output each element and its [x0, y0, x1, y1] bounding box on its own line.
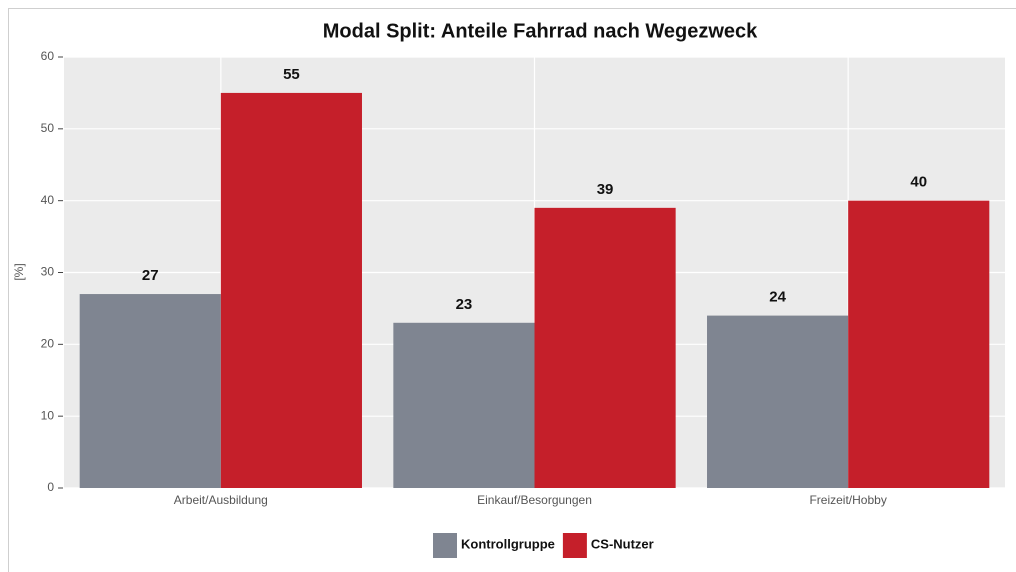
- value-label: 39: [597, 181, 614, 198]
- y-tick-label: 60: [41, 49, 55, 63]
- value-label: 27: [142, 267, 159, 284]
- legend-swatch: [433, 533, 457, 558]
- bar: [79, 294, 221, 488]
- legend-label: CS-Nutzer: [591, 536, 654, 551]
- legend-label: Kontrollgruppe: [461, 536, 555, 551]
- x-tick-label: Arbeit/Ausbildung: [174, 493, 268, 507]
- y-axis-label: [%]: [12, 263, 26, 280]
- bar: [534, 207, 676, 488]
- bar: [220, 92, 362, 489]
- value-label: 23: [456, 296, 473, 313]
- y-tick-label: 40: [41, 193, 55, 207]
- y-tick-label: 20: [41, 337, 55, 351]
- chart-title: Modal Split: Anteile Fahrrad nach Wegezw…: [323, 20, 758, 42]
- bar: [848, 200, 990, 488]
- value-label: 55: [283, 66, 300, 83]
- value-label: 24: [769, 289, 786, 306]
- legend-swatch: [562, 533, 587, 558]
- x-tick-label: Freizeit/Hobby: [809, 493, 886, 507]
- y-tick-label: 50: [41, 121, 55, 135]
- y-tick-label: 10: [41, 408, 55, 422]
- bar: [393, 322, 535, 488]
- value-label: 40: [910, 174, 927, 191]
- frame: [8, 8, 1016, 572]
- y-tick-label: 0: [47, 480, 54, 494]
- x-tick-label: Einkauf/Besorgungen: [477, 493, 592, 507]
- y-tick-label: 30: [41, 265, 55, 279]
- bar: [707, 315, 849, 488]
